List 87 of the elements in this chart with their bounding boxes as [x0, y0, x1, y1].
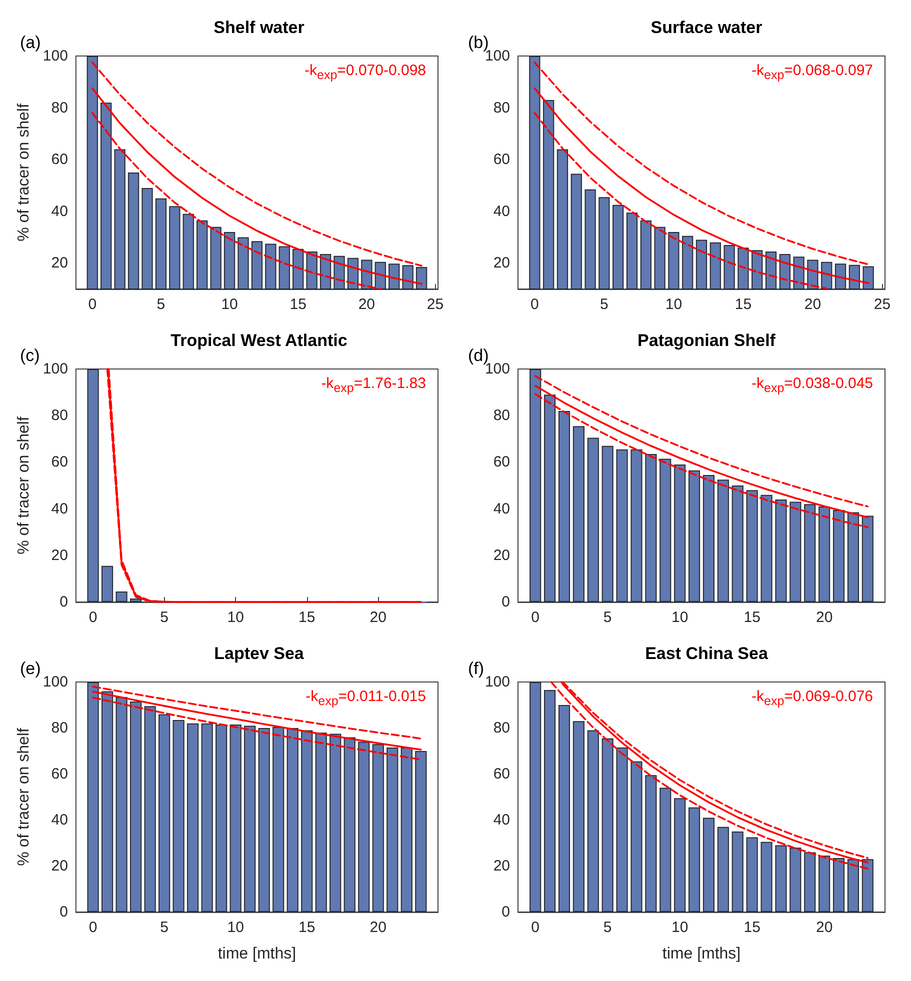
x-tick-label: 15 [744, 609, 760, 626]
chart-title: Shelf water [214, 18, 305, 37]
x-tick-label: 15 [298, 609, 316, 626]
chart-title: East China Sea [645, 644, 768, 663]
x-tick-label: 10 [671, 609, 688, 626]
chart-title: Laptev Sea [214, 644, 304, 663]
x-tick-label: 20 [358, 296, 376, 313]
y-tick-label: 20 [51, 546, 68, 564]
chart-title: Surface water [650, 18, 763, 37]
y-tick-label: 40 [493, 500, 510, 518]
y-tick-label: 20 [493, 546, 510, 564]
y-tick-label: 60 [51, 454, 68, 471]
y-tick-label: 20 [51, 254, 68, 272]
x-axis-title: time [mths] [218, 946, 296, 962]
x-tick-label: 5 [160, 919, 168, 936]
x-tick-label: 25 [426, 296, 444, 313]
x-tick-label: 0 [88, 919, 98, 936]
x-tick-label: 10 [671, 919, 688, 936]
y-tick-label: 60 [493, 766, 510, 782]
y-tick-label: 80 [51, 720, 68, 736]
x-tick-label: 5 [156, 296, 166, 313]
y-tick-label: 80 [51, 407, 68, 424]
x-tick-label: 20 [370, 919, 386, 936]
x-tick-label: 15 [744, 919, 760, 936]
y-tick-label: 100 [42, 674, 68, 690]
text: (b) [468, 33, 489, 52]
x-tick-label: 15 [290, 296, 306, 313]
y-tick-label: 40 [51, 202, 68, 220]
chart-title: Patagonian Shelf [638, 331, 776, 350]
x-tick-label: 0 [530, 296, 539, 313]
x-tick-label: 10 [227, 919, 244, 936]
y-axis-title: % of tracer on shelf [16, 728, 32, 866]
y-tick-label: 100 [42, 48, 68, 64]
y-axis-title: % of tracer on shelf [16, 416, 32, 554]
x-tick-label: 10 [227, 609, 244, 626]
x-tick-label: 15 [734, 296, 752, 313]
x-tick-label: 0 [531, 919, 540, 936]
x-tick-label: 20 [370, 609, 386, 626]
annotation: -k$_{exp}$=0.038-0.045 [752, 375, 873, 397]
x-tick-label: 10 [221, 296, 238, 313]
y-tick-label: 80 [493, 99, 510, 116]
y-tick-label: 20 [493, 254, 510, 272]
y-tick-label: 60 [493, 454, 510, 471]
x-tick-label: 5 [603, 919, 612, 936]
x-tick-label: 25 [874, 296, 891, 313]
y-tick-label: 60 [493, 151, 510, 168]
y-tick-label: 60 [51, 151, 68, 168]
text: (f) [468, 659, 484, 678]
text: (d) [468, 346, 489, 365]
y-tick-label: 100 [42, 360, 68, 378]
y-tick-label: 0 [502, 594, 510, 610]
y-tick-label: 80 [493, 407, 510, 424]
y-axis-title: % of tracer on shelf [16, 103, 32, 242]
y-tick-label: 0 [60, 904, 68, 920]
x-tick-label: 0 [88, 296, 97, 313]
annotation: -k$_{exp}$=0.070-0.098 [304, 62, 426, 84]
y-tick-label: 60 [51, 766, 68, 782]
x-axis-title: time [mths] [662, 946, 741, 962]
x-tick-label: 5 [160, 609, 168, 626]
x-tick-label: 10 [665, 296, 682, 313]
y-tick-label: 40 [493, 812, 510, 828]
y-tick-label: 40 [493, 202, 510, 220]
y-tick-label: 0 [502, 904, 510, 920]
x-tick-label: 0 [531, 609, 540, 626]
x-tick-label: 5 [603, 609, 612, 626]
y-tick-label: 20 [493, 858, 510, 874]
x-tick-label: 15 [298, 919, 316, 936]
x-tick-label: 20 [816, 919, 833, 936]
text: (a) [20, 33, 41, 52]
x-tick-label: 0 [88, 609, 98, 626]
y-tick-label: 80 [493, 720, 510, 736]
text: (e) [20, 659, 41, 678]
x-tick-label: 20 [816, 609, 833, 626]
annotation: -k$_{exp}$=1.76-1.83 [321, 375, 426, 397]
y-tick-label: 80 [51, 99, 68, 116]
x-tick-label: 20 [804, 296, 822, 313]
y-tick-label: 100 [484, 674, 510, 690]
chart-title: Tropical West Atlantic [170, 331, 348, 350]
annotation: -k$_{exp}$=0.068-0.097 [752, 62, 873, 84]
x-tick-label: 5 [600, 296, 608, 313]
annotation: -k$_{exp}$=0.069-0.076 [752, 688, 873, 710]
y-tick-label: 40 [51, 812, 68, 828]
text: (c) [20, 346, 40, 365]
y-tick-label: 40 [51, 500, 68, 518]
y-tick-label: 20 [51, 858, 68, 874]
y-tick-label: 0 [60, 594, 68, 610]
annotation: -k$_{exp}$=0.011-0.015 [306, 688, 426, 710]
